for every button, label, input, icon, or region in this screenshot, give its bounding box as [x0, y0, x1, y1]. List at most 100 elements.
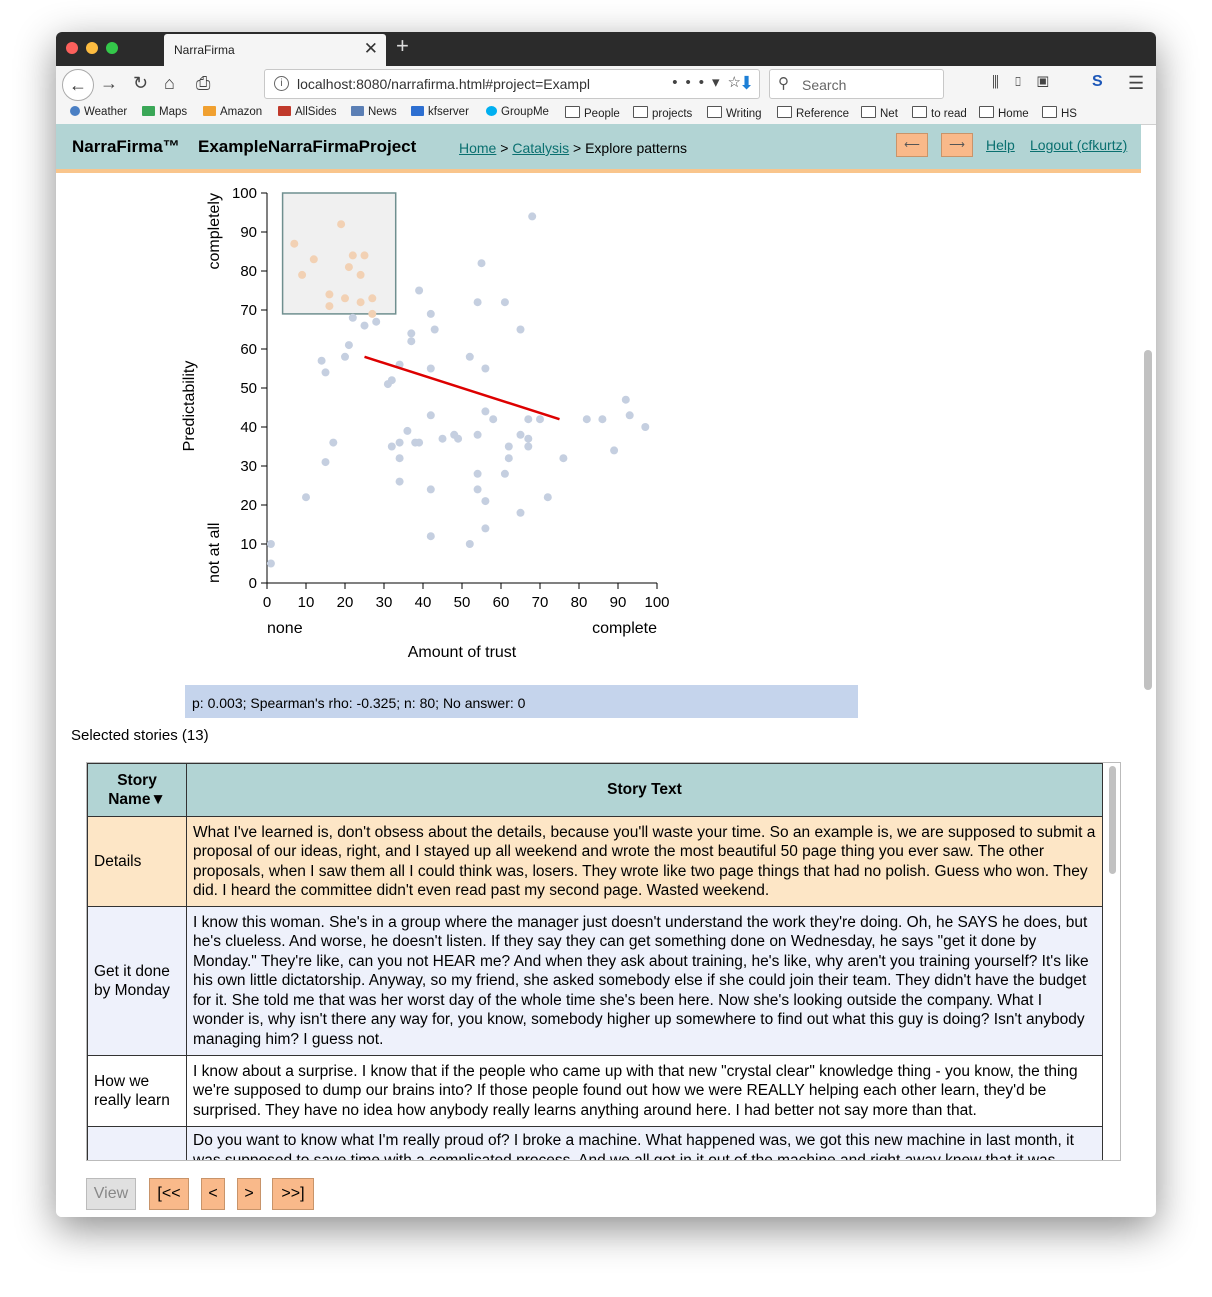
data-point[interactable] [348, 313, 357, 322]
bookmark-maps[interactable]: Maps [142, 106, 187, 118]
selected-data-point[interactable] [325, 290, 334, 299]
search-bar[interactable]: ⚲ Search [769, 69, 944, 99]
data-point[interactable] [415, 438, 424, 447]
data-point[interactable] [610, 446, 619, 455]
data-point[interactable] [415, 286, 424, 295]
story-text-column-header[interactable]: Story Text [186, 763, 1103, 817]
table-row[interactable]: How we really learn I know about a surpr… [87, 1055, 1103, 1127]
bookmark-folder-to-read[interactable]: to read [912, 106, 967, 120]
data-point[interactable] [473, 430, 482, 439]
bookmark-kfserver[interactable]: kfserver [411, 106, 469, 118]
last-page-button[interactable]: >>] [272, 1178, 314, 1210]
data-point[interactable] [504, 454, 513, 463]
bookmark-amazon[interactable]: Amazon [203, 106, 262, 118]
page-actions-icon[interactable]: •••▾☆ [672, 74, 749, 91]
data-point[interactable] [426, 364, 435, 373]
breadcrumb-home-link[interactable]: Home [459, 140, 497, 156]
data-point[interactable] [477, 259, 486, 268]
breadcrumb-catalysis-link[interactable]: Catalysis [512, 140, 570, 156]
selected-data-point[interactable] [356, 298, 365, 307]
bookmark-groupme[interactable]: GroupMe [486, 106, 549, 118]
data-point[interactable] [473, 485, 482, 494]
data-point[interactable] [395, 454, 404, 463]
bookmark-allsides[interactable]: AllSides [278, 106, 337, 118]
data-point[interactable] [426, 532, 435, 541]
data-point[interactable] [454, 434, 463, 443]
selected-data-point[interactable] [337, 220, 346, 229]
next-story-button[interactable]: > [237, 1178, 261, 1210]
table-row[interactable]: Get it done by Monday I know this woman.… [87, 906, 1103, 1056]
selected-data-point[interactable] [368, 294, 377, 303]
bookmark-folder-people[interactable]: People [565, 106, 620, 120]
data-point[interactable] [407, 337, 416, 346]
minimize-window-button[interactable] [86, 42, 98, 54]
selected-data-point[interactable] [290, 239, 299, 248]
story-name-column-header[interactable]: Story Name▼ [87, 763, 187, 817]
scatter-plot[interactable]: 0 10 20 30 40 50 60 70 80 90 100 0 10 20 30 40 50 60 70 80 9… [172, 173, 672, 673]
print-icon[interactable]: ⎙ [196, 73, 211, 93]
bookmark-folder-projects[interactable]: projects [633, 106, 692, 120]
selected-data-point[interactable] [356, 270, 365, 279]
stories-table-container[interactable]: Story Name▼ Story Text Details What I've… [86, 762, 1121, 1161]
bookmark-weather[interactable]: Weather [70, 106, 127, 118]
data-point[interactable] [465, 540, 474, 548]
data-point[interactable] [387, 376, 396, 385]
table-row[interactable]: Details What I've learned is, don't obse… [87, 816, 1103, 907]
url-text[interactable]: localhost:8080/narrafirma.html#project=E… [297, 76, 590, 92]
data-point[interactable] [500, 298, 509, 307]
selected-data-point[interactable] [341, 294, 349, 303]
bookmark-folder-writing[interactable]: Writing [707, 106, 762, 120]
data-point[interactable] [317, 356, 326, 365]
data-point[interactable] [543, 493, 552, 502]
data-point[interactable] [516, 430, 525, 439]
data-point[interactable] [598, 415, 607, 424]
extension-icon[interactable]: S [1092, 73, 1103, 90]
data-point[interactable] [395, 477, 404, 486]
data-point[interactable] [481, 407, 490, 416]
data-point[interactable] [344, 341, 353, 350]
browser-tab[interactable]: NarraFirma ✕ [164, 34, 386, 66]
view-button[interactable]: View [86, 1178, 136, 1210]
previous-page-button[interactable]: ⟵ [896, 133, 928, 157]
data-point[interactable] [524, 434, 533, 443]
selected-data-point[interactable] [360, 251, 369, 260]
selected-data-point[interactable] [309, 255, 318, 264]
bookmark-folder-net[interactable]: Net [861, 106, 898, 120]
data-point[interactable] [266, 559, 275, 568]
next-page-button[interactable]: ⟶ [941, 133, 973, 157]
reload-icon[interactable]: ↻ [133, 73, 149, 93]
data-point[interactable] [266, 540, 275, 548]
bookmark-folder-reference[interactable]: Reference [777, 106, 849, 120]
back-button[interactable]: ← [62, 69, 94, 101]
data-point[interactable] [403, 426, 412, 435]
data-point[interactable] [395, 438, 404, 447]
menu-icon[interactable]: ☰ [1128, 73, 1145, 93]
bookmark-news[interactable]: News [351, 106, 397, 118]
info-icon[interactable]: i [274, 76, 289, 91]
help-link[interactable]: Help [986, 137, 1015, 153]
data-point[interactable] [407, 329, 416, 338]
page-scrollbar[interactable] [1144, 350, 1152, 690]
data-point[interactable] [473, 298, 482, 307]
url-bar[interactable]: i localhost:8080/narrafirma.html#project… [264, 69, 760, 99]
data-point[interactable] [516, 508, 525, 517]
data-point[interactable] [426, 485, 435, 494]
close-tab-icon[interactable]: ✕ [363, 39, 378, 58]
data-point[interactable] [582, 415, 591, 424]
bookmark-folder-hs[interactable]: HS [1042, 106, 1077, 120]
data-point[interactable] [481, 364, 490, 373]
data-point[interactable] [329, 438, 338, 447]
selected-data-point[interactable] [325, 302, 334, 311]
previous-story-button[interactable]: < [201, 1178, 225, 1210]
data-point[interactable] [536, 415, 544, 424]
selected-data-point[interactable] [298, 270, 307, 279]
data-point[interactable] [321, 458, 330, 467]
home-icon[interactable]: ⌂ [164, 73, 175, 93]
data-point[interactable] [489, 415, 498, 424]
data-point[interactable] [621, 395, 630, 404]
data-point[interactable] [341, 352, 349, 361]
data-point[interactable] [516, 325, 525, 334]
data-point[interactable] [481, 497, 490, 506]
zoom-window-button[interactable] [106, 42, 118, 54]
selected-data-point[interactable] [348, 251, 357, 260]
